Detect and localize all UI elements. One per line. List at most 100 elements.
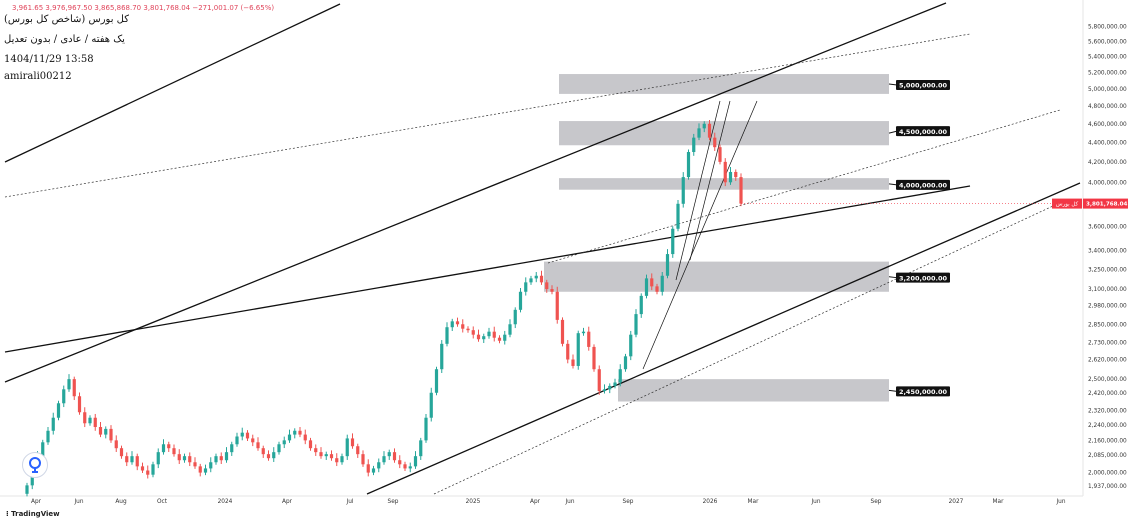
y-tick-label: 2,160,000.00: [1088, 438, 1127, 444]
zone-label-text: 3,200,000.00: [899, 274, 948, 282]
trendline: [4, 3, 341, 163]
candle-body: [476, 334, 481, 340]
x-tick-label: Jun: [564, 499, 574, 505]
candle-body: [377, 462, 381, 469]
candle: [251, 434, 255, 447]
candle: [550, 285, 554, 295]
candle-body: [665, 254, 670, 276]
candle-body: [93, 417, 97, 428]
candle: [377, 458, 381, 473]
candle: [503, 330, 507, 345]
candle-body: [639, 295, 643, 315]
candle-body: [224, 452, 229, 461]
y-tick-label: 3,250,000.00: [1088, 267, 1127, 273]
candle-body: [51, 417, 55, 431]
candle: [650, 273, 654, 291]
candle-body: [98, 427, 103, 435]
candle: [282, 436, 286, 449]
candle-body: [335, 458, 339, 463]
candle: [571, 354, 575, 369]
candle-body: [172, 448, 176, 455]
x-tick-label: 2025: [466, 499, 481, 505]
candle: [524, 277, 528, 296]
candle-body: [592, 346, 596, 370]
candle: [67, 374, 71, 392]
candle-body: [471, 330, 475, 335]
candle: [513, 307, 517, 329]
trendline: [642, 100, 758, 370]
candle-body: [445, 327, 449, 344]
y-tick-label: 2,620,000.00: [1088, 358, 1127, 364]
candle: [240, 427, 244, 441]
candle-body: [282, 440, 286, 445]
replay-badge[interactable]: [22, 452, 48, 478]
candle: [245, 430, 250, 441]
candle: [272, 447, 276, 462]
y-tick-label: 2,420,000.00: [1088, 391, 1127, 397]
candle: [130, 451, 134, 465]
candle-body: [230, 444, 234, 453]
candle-body: [303, 434, 307, 441]
candle-body: [130, 456, 134, 463]
candle: [188, 452, 192, 467]
candle-body: [403, 464, 407, 469]
candle: [119, 445, 124, 459]
candle: [193, 457, 197, 469]
candle-body: [293, 430, 297, 435]
candle: [539, 270, 544, 285]
candle-body: [697, 128, 701, 138]
candle: [471, 326, 475, 339]
x-tick-label: Sep: [871, 499, 882, 505]
zone-label: 4,500,000.00: [888, 126, 950, 137]
candle-body: [77, 396, 82, 413]
candle: [350, 433, 355, 449]
candle-body: [104, 428, 108, 435]
candle: [88, 415, 92, 426]
candle: [445, 322, 449, 347]
candle: [287, 429, 292, 443]
candle: [718, 144, 722, 165]
candle: [261, 445, 265, 458]
x-tick-label: Mar: [748, 499, 760, 505]
y-tick-label: 2,500,000.00: [1088, 377, 1127, 383]
tv-logo-icon: ⁞: [6, 510, 9, 518]
candle: [697, 123, 701, 141]
candle-body: [618, 369, 622, 383]
candle-body: [251, 438, 255, 443]
zone-label-box: [896, 179, 950, 190]
candle: [277, 441, 281, 455]
y-tick-label: 2,850,000.00: [1088, 322, 1127, 328]
candle: [382, 451, 386, 465]
candle: [592, 344, 596, 372]
candle: [671, 226, 675, 258]
candle: [644, 274, 649, 299]
price-tag-name: کل بورس: [1056, 201, 1079, 208]
candle: [466, 326, 470, 333]
candle-body: [182, 456, 187, 461]
candle: [56, 400, 61, 421]
candle: [293, 428, 297, 439]
candle: [566, 340, 570, 364]
candle: [587, 326, 591, 351]
zone-label-box: [896, 126, 950, 137]
candle: [518, 288, 523, 313]
candle-body: [576, 333, 580, 366]
candle: [639, 293, 643, 318]
y-tick-label: 4,400,000.00: [1088, 140, 1127, 146]
candle-layer: [25, 120, 743, 497]
candle: [419, 437, 423, 460]
candle-body: [135, 456, 139, 467]
trendline: [689, 100, 731, 261]
trendline: [4, 33, 971, 198]
candle-body: [518, 291, 523, 310]
x-tick-label: Jun: [810, 499, 820, 505]
candle: [230, 441, 234, 456]
candle: [77, 392, 82, 415]
candle: [298, 427, 302, 438]
candle-body: [629, 334, 633, 357]
candle-body: [361, 454, 365, 465]
candle: [529, 275, 533, 285]
candle-body: [387, 452, 391, 457]
